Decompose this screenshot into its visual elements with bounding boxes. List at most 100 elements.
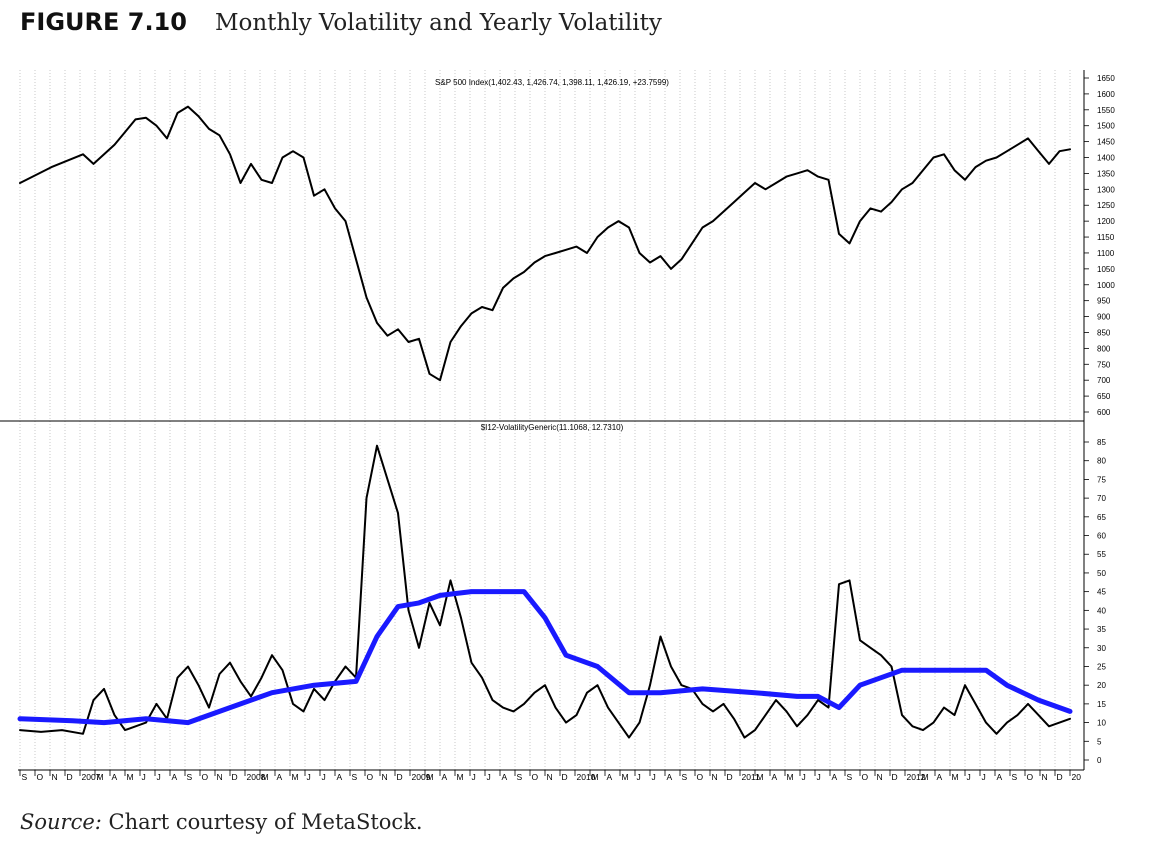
y-tick-label: 900 [1097, 313, 1111, 322]
x-tick-label: N [712, 772, 718, 780]
y-tick-label: 800 [1097, 344, 1111, 353]
x-tick-label: O [697, 772, 704, 780]
x-tick-label: S [352, 772, 358, 780]
x-tick-label: A [502, 772, 508, 780]
x-tick-label: D [1057, 772, 1063, 780]
x-tick-label: 2009 [412, 772, 431, 780]
y-tick-label: 55 [1097, 550, 1106, 559]
bottom-y-ticks: 0 5 10 15 20 25 30 35 40 45 50 55 60 65 70 75 80 85 [1084, 438, 1106, 765]
y-tick-label: 1150 [1097, 233, 1115, 242]
y-tick-label: 85 [1097, 438, 1106, 447]
x-tick-label: A [832, 772, 838, 780]
x-tick-label: 20 [1072, 772, 1082, 780]
y-tick-label: 600 [1097, 408, 1111, 417]
x-tick-label: N [1042, 772, 1048, 780]
y-tick-label: 35 [1097, 625, 1106, 634]
y-tick-label: 60 [1097, 532, 1106, 541]
x-tick-label: S [847, 772, 853, 780]
x-tick-label: 2008 [247, 772, 266, 780]
y-tick-label: 1350 [1097, 169, 1115, 178]
x-tick-label: D [397, 772, 403, 780]
x-tick-label: M [262, 772, 269, 780]
x-tick-label: M [457, 772, 464, 780]
y-tick-label: 65 [1097, 513, 1106, 522]
x-tick-label: D [727, 772, 733, 780]
x-tick-label: J [487, 772, 491, 780]
x-tick-label: O [862, 772, 869, 780]
y-tick-label: 5 [1097, 737, 1102, 746]
y-tick-label: 10 [1097, 719, 1106, 728]
x-tick-label: M [622, 772, 629, 780]
vertical-gridlines [19, 70, 1071, 770]
x-tick-label: M [97, 772, 104, 780]
figure-title: FIGURE 7.10 Monthly Volatility and Yearl… [20, 8, 662, 36]
y-tick-label: 1650 [1097, 74, 1115, 83]
x-tick-label: J [802, 772, 806, 780]
y-tick-label: 850 [1097, 328, 1111, 337]
y-tick-label: 1000 [1097, 281, 1115, 290]
x-tick-label: A [172, 772, 178, 780]
bottom-panel-title: $I12-VolatilityGeneric(11.1068, 12.7310) [481, 423, 624, 432]
x-tick-label: 2010 [577, 772, 596, 780]
x-tick-label: J [142, 772, 146, 780]
y-tick-label: 950 [1097, 297, 1111, 306]
y-tick-label: 1300 [1097, 185, 1115, 194]
x-tick-label: J [472, 772, 476, 780]
y-tick-label: 700 [1097, 376, 1111, 385]
x-tick-label: J [652, 772, 656, 780]
x-tick-label: J [967, 772, 971, 780]
y-tick-label: 1500 [1097, 122, 1115, 131]
x-tick-label: J [982, 772, 986, 780]
y-tick-label: 20 [1097, 681, 1106, 690]
x-tick-label: M [292, 772, 299, 780]
bottom-series [17, 444, 1073, 739]
x-tick-label: N [52, 772, 58, 780]
x-tick-label: A [337, 772, 343, 780]
x-tick-label: A [607, 772, 613, 780]
y-tick-label: 1600 [1097, 90, 1115, 99]
x-tick-label: J [322, 772, 326, 780]
x-tick-label: A [667, 772, 673, 780]
x-tick-label: N [877, 772, 883, 780]
x-tick-label: S [187, 772, 193, 780]
source-text: Chart courtesy of MetaStock. [108, 810, 423, 834]
y-tick-label: 70 [1097, 494, 1106, 503]
y-tick-label: 25 [1097, 662, 1106, 671]
y-tick-label: 1400 [1097, 154, 1115, 163]
x-tick-label: S [22, 772, 28, 780]
figure-caption: Monthly Volatility and Yearly Volatility [214, 10, 662, 36]
figure-label: FIGURE 7.10 [20, 8, 187, 36]
y-tick-label: 50 [1097, 569, 1106, 578]
y-tick-label: 1250 [1097, 201, 1115, 210]
x-tick-label: O [367, 772, 374, 780]
y-tick-label: 75 [1097, 475, 1106, 484]
x-tick-label: O [1027, 772, 1034, 780]
y-tick-label: 1050 [1097, 265, 1115, 274]
x-tick-label: A [997, 772, 1003, 780]
x-tick-label: 2011 [742, 772, 761, 780]
y-tick-label: 30 [1097, 644, 1106, 653]
x-tick-label: D [562, 772, 568, 780]
x-tick-label: J [157, 772, 161, 780]
x-tick-label: O [37, 772, 44, 780]
s-p-500-index-line [19, 105, 1071, 382]
x-tick-label: J [637, 772, 641, 780]
x-tick-label: D [232, 772, 238, 780]
x-tick-label: A [772, 772, 778, 780]
x-tick-label: M [787, 772, 794, 780]
y-tick-label: 650 [1097, 392, 1111, 401]
x-tick-label: N [382, 772, 388, 780]
x-tick-label: A [937, 772, 943, 780]
y-tick-label: 0 [1097, 756, 1102, 765]
monthly-volatility-line [19, 444, 1071, 739]
x-tick-label: M [952, 772, 959, 780]
y-tick-label: 1200 [1097, 217, 1115, 226]
source-label: Source: [20, 810, 102, 834]
x-tick-label: S [517, 772, 523, 780]
y-tick-label: 1450 [1097, 138, 1115, 147]
x-tick-label: O [532, 772, 539, 780]
chart-canvas: S&P 500 Index(1,402.43, 1,426.74, 1,398.… [0, 70, 1115, 780]
source-note: Source: Chart courtesy of MetaStock. [20, 810, 423, 834]
x-tick-label: J [307, 772, 311, 780]
top-panel-title: S&P 500 Index(1,402.43, 1,426.74, 1,398.… [435, 78, 669, 87]
